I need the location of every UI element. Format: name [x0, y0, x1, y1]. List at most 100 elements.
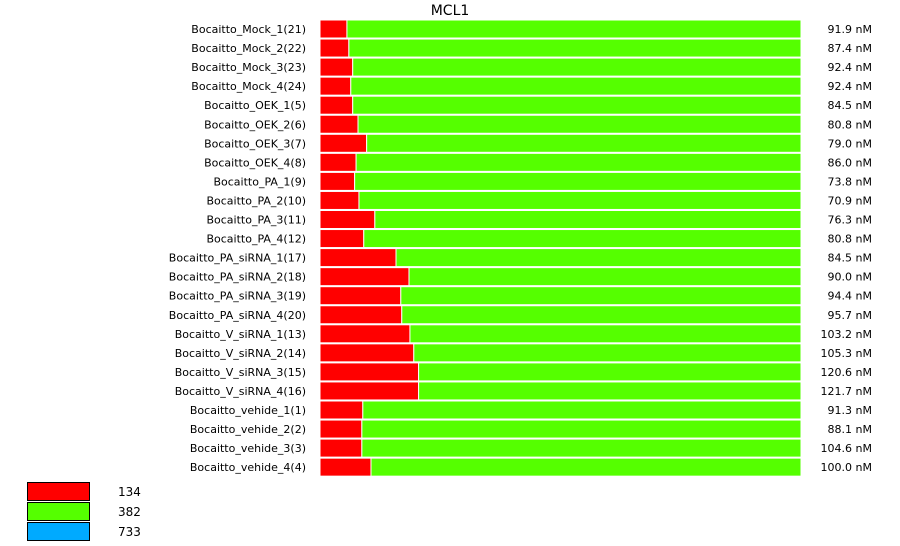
row-label: Bocaitto_Mock_3(23) — [191, 61, 306, 74]
bar-segment-1 — [319, 267, 410, 287]
bar-segment-1 — [319, 305, 403, 325]
bar-segment-1 — [319, 76, 352, 96]
bar-segment-2 — [413, 343, 802, 363]
row-label: Bocaitto_vehide_2(2) — [190, 423, 306, 436]
bar-segment-1 — [319, 381, 420, 401]
row-label: Bocaitto_PA_3(11) — [206, 214, 306, 227]
bar-row: Bocaitto_OEK_3(7) 79.0 nM — [204, 133, 872, 153]
bar-segment-1 — [319, 19, 348, 39]
value-label: 80.8 nM — [828, 233, 872, 246]
row-label: Bocaitto_PA_1(9) — [213, 175, 306, 188]
bar-segment-1 — [319, 248, 397, 268]
bar-row: Bocaitto_vehide_3(3) 104.6 nM — [190, 438, 872, 458]
value-label: 94.4 nM — [828, 290, 872, 303]
bar-row: Bocaitto_Mock_2(22) 87.4 nM — [191, 38, 872, 58]
bar-segment-2 — [355, 152, 802, 172]
value-label: 92.4 nM — [828, 80, 872, 93]
bar-segment-1 — [319, 343, 415, 363]
row-label: Bocaitto_Mock_4(24) — [191, 80, 306, 93]
row-label: Bocaitto_Mock_2(22) — [191, 42, 306, 55]
legend-swatch — [27, 502, 90, 521]
value-label: 79.0 nM — [828, 137, 872, 150]
bar-segment-2 — [370, 457, 802, 477]
bar-segment-1 — [319, 324, 411, 344]
row-label: Bocaitto_vehide_1(1) — [190, 404, 306, 417]
value-label: 91.9 nM — [828, 23, 872, 36]
legend-label: 733 — [118, 525, 141, 539]
bar-segment-2 — [352, 95, 802, 115]
value-label: 92.4 nM — [828, 61, 872, 74]
bar-segment-1 — [319, 114, 359, 134]
row-label: Bocaitto_Mock_1(21) — [191, 23, 306, 36]
value-label: 73.8 nM — [828, 175, 872, 188]
bar-segment-1 — [319, 229, 365, 249]
row-label: Bocaitto_OEK_4(8) — [204, 156, 306, 169]
bar-segment-2 — [418, 362, 802, 382]
bar-segment-2 — [348, 38, 802, 58]
row-label: Bocaitto_V_siRNA_4(16) — [175, 385, 306, 398]
bar-segment-2 — [409, 324, 802, 344]
bar-segment-1 — [319, 419, 363, 439]
bar-segment-2 — [366, 133, 802, 153]
bar-segment-2 — [395, 248, 802, 268]
row-label: Bocaitto_OEK_3(7) — [204, 137, 306, 150]
value-label: 87.4 nM — [828, 42, 872, 55]
row-label: Bocaitto_PA_siRNA_2(18) — [169, 271, 306, 284]
bar-segment-2 — [357, 114, 802, 134]
bar-segment-2 — [374, 210, 802, 229]
bar-row: Bocaitto_PA_1(9) 73.8 nM — [213, 171, 872, 191]
bar-row: Bocaitto_vehide_1(1) 91.3 nM — [190, 400, 872, 420]
bar-row: Bocaitto_Mock_3(23) 92.4 nM — [191, 57, 872, 77]
bar-segment-2 — [354, 171, 802, 191]
bar-segment-2 — [408, 267, 802, 287]
row-label: Bocaitto_V_siRNA_1(13) — [175, 328, 306, 341]
value-label: 70.9 nM — [828, 194, 872, 207]
value-label: 100.0 nM — [821, 461, 872, 474]
bar-segment-1 — [319, 400, 364, 420]
bar-segment-2 — [352, 57, 802, 77]
bar-row: Bocaitto_OEK_4(8) 86.0 nM — [204, 152, 872, 172]
value-label: 88.1 nM — [828, 423, 872, 436]
row-label: Bocaitto_vehide_3(3) — [190, 442, 306, 455]
value-label: 90.0 nM — [828, 271, 872, 284]
value-label: 91.3 nM — [828, 404, 872, 417]
bar-segment-1 — [319, 286, 402, 306]
legend-swatch — [27, 482, 90, 501]
value-label: 80.8 nM — [828, 118, 872, 131]
bar-segment-1 — [319, 152, 357, 172]
bar-row: Bocaitto_PA_3(11) 76.3 nM — [206, 210, 872, 229]
value-label: 95.7 nM — [828, 309, 872, 322]
row-label: Bocaitto_PA_siRNA_1(17) — [169, 252, 306, 265]
value-label: 86.0 nM — [828, 156, 872, 169]
row-label: Bocaitto_PA_siRNA_4(20) — [169, 309, 306, 322]
value-label: 84.5 nM — [828, 252, 872, 265]
value-label: 76.3 nM — [828, 214, 872, 227]
bar-segment-1 — [319, 95, 354, 115]
bar-segment-1 — [319, 438, 363, 458]
legend-swatch — [27, 522, 90, 541]
bar-row: Bocaitto_vehide_4(4) 100.0 nM — [190, 457, 872, 477]
value-label: 120.6 nM — [821, 366, 872, 379]
bar-segment-1 — [319, 457, 372, 477]
bar-segment-1 — [319, 210, 376, 229]
bar-row: Bocaitto_PA_siRNA_1(17) 84.5 nM — [169, 248, 872, 268]
bar-row: Bocaitto_OEK_1(5) 84.5 nM — [204, 95, 872, 115]
bar-row: Bocaitto_V_siRNA_3(15) 120.6 nM — [175, 362, 872, 382]
row-label: Bocaitto_vehide_4(4) — [190, 461, 306, 474]
row-label: Bocaitto_OEK_1(5) — [204, 99, 306, 112]
bar-row: Bocaitto_PA_siRNA_2(18) 90.0 nM — [169, 267, 872, 287]
bar-rows: Bocaitto_Mock_1(21) 91.9 nM Bocaitto_Mock_… — [169, 19, 872, 477]
row-label: Bocaitto_V_siRNA_2(14) — [175, 347, 306, 360]
bar-segment-1 — [319, 133, 368, 153]
bar-segment-2 — [418, 381, 802, 401]
row-label: Bocaitto_PA_2(10) — [206, 194, 306, 207]
row-label: Bocaitto_PA_4(12) — [206, 233, 306, 246]
bar-segment-2 — [361, 419, 802, 439]
bar-row: Bocaitto_vehide_2(2) 88.1 nM — [190, 419, 872, 439]
legend-label: 382 — [118, 505, 141, 519]
legend-entry: 382 — [27, 502, 141, 521]
value-label: 104.6 nM — [821, 442, 872, 455]
value-label: 121.7 nM — [821, 385, 872, 398]
bar-row: Bocaitto_V_siRNA_4(16) 121.7 nM — [175, 381, 872, 401]
